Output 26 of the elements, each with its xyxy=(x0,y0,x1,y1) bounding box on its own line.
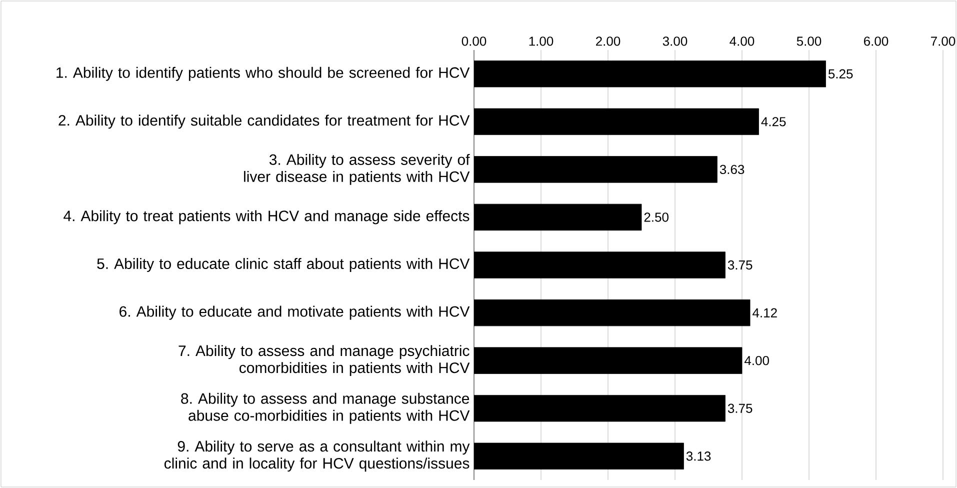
y-tick-label: 1. Ability to identify patients who should be screened for HCV xyxy=(56,66,470,81)
y-tick-label: 9. Ability to serve as a consultant within my clinic and in locality for HCV questions/issues xyxy=(164,440,470,472)
x-tick-label: 7.00 xyxy=(931,36,956,46)
y-tick-label: 7. Ability to assess and manage psychiatric comorbidities in patients with HCV xyxy=(178,345,470,376)
data-label: 4.00 xyxy=(744,356,769,366)
y-tick-label: 3. Ability to assess severity of liver disease in patients with HCV xyxy=(244,154,470,185)
data-label: 4.12 xyxy=(752,308,777,318)
x-tick-label: 6.00 xyxy=(864,36,888,46)
data-label: 3.63 xyxy=(720,164,744,174)
x-tick-label: 3.00 xyxy=(662,36,688,46)
x-tick-label: 4.00 xyxy=(730,36,754,46)
y-tick-label: 8. Ability to assess and manage substance abuse co-morbidities in patients with HCV xyxy=(181,392,470,424)
y-tick-label: 6. Ability to educate and motivate patients with HCV xyxy=(120,306,470,320)
data-label: 3.13 xyxy=(686,452,711,461)
data-label: 4.25 xyxy=(761,117,786,126)
data-label: 5.25 xyxy=(828,69,853,78)
data-label: 3.75 xyxy=(728,404,752,413)
x-tick-label: 1.00 xyxy=(529,36,554,46)
data-label: 2.50 xyxy=(644,212,668,222)
x-tick-label: 0.00 xyxy=(462,36,486,46)
y-tick-label: 2. Ability to identify suitable candidates for treatment for HCV xyxy=(58,114,470,129)
x-tick-label: 2.00 xyxy=(596,36,620,46)
y-tick-label: 5. Ability to educate clinic staff about patients with HCV xyxy=(97,258,470,272)
data-label: 3.75 xyxy=(728,260,752,270)
x-tick-label: 5.00 xyxy=(796,36,822,46)
y-tick-label: 4. Ability to treat patients with HCV and manage side effects xyxy=(64,210,470,224)
